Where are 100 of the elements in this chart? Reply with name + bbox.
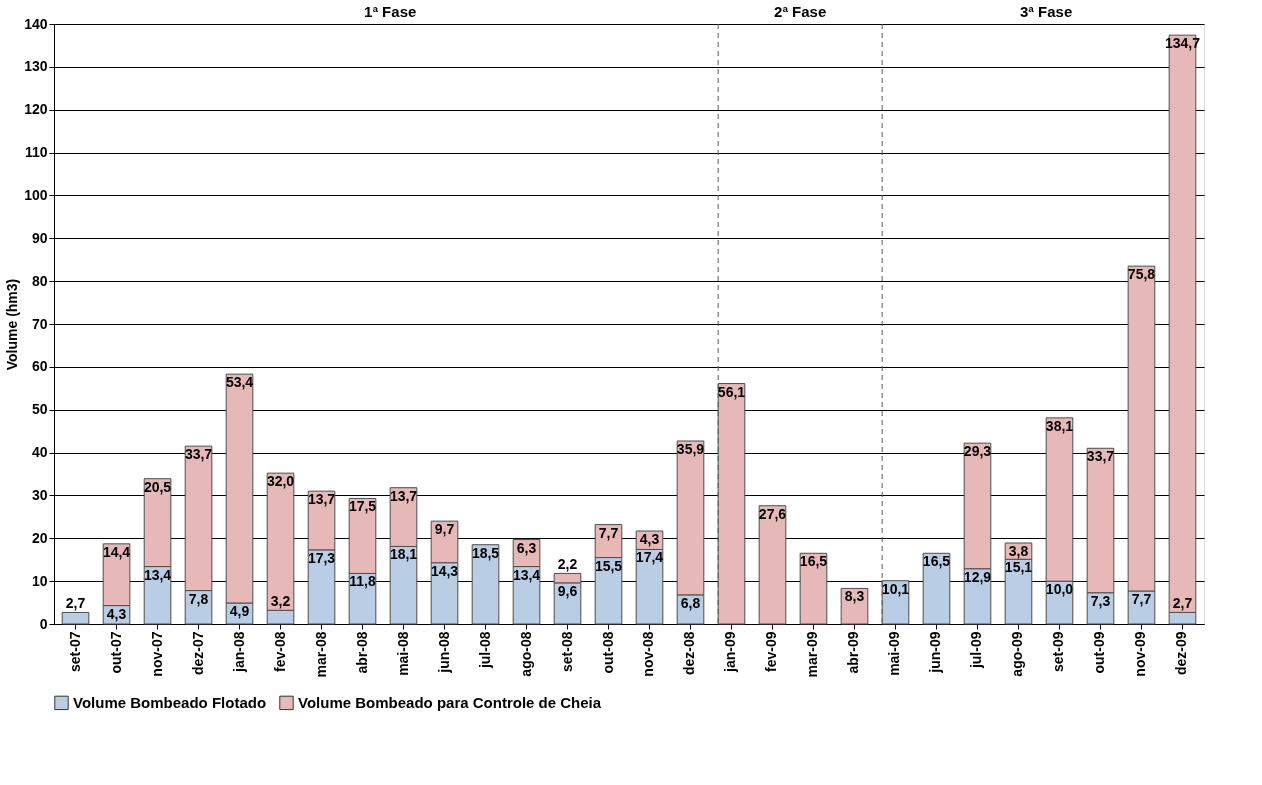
data-label: 53,4 (225, 374, 254, 391)
data-label: 2,7 (65, 595, 86, 612)
x-tick-label: jul-08 (476, 631, 493, 670)
data-label: 14,3 (430, 562, 459, 579)
x-tick-label: mar-08 (312, 631, 329, 678)
data-label: 4,9 (229, 603, 250, 619)
data-label: 7,3 (1090, 592, 1111, 609)
data-label: 75,8 (1127, 266, 1156, 283)
legend-label: Volume Bombeado Flotado (73, 693, 267, 711)
y-tick-label: 30 (31, 486, 48, 503)
data-label: 9,6 (557, 582, 578, 599)
bar (471, 544, 500, 625)
x-tick-label: dez-09 (1173, 631, 1190, 676)
data-label: 13,4 (512, 566, 541, 583)
data-label: 33,7 (184, 446, 213, 463)
legend-label: Volume Bombeado para Controle de Cheia (298, 693, 602, 711)
data-label: 32,0 (266, 473, 295, 490)
data-label: 11,8 (349, 573, 376, 590)
data-label: 134,7 (1164, 35, 1201, 52)
data-label: 13,4 (143, 566, 172, 583)
data-label: 7,8 (188, 590, 209, 607)
text: 1ª Fase (364, 3, 417, 20)
data-label: 6,3 (516, 539, 537, 556)
data-label: 2,7 (1172, 595, 1193, 612)
x-tick-label: jan-09 (722, 631, 739, 673)
data-label: 18,5 (471, 544, 500, 561)
y-tick-label: 50 (31, 401, 48, 418)
bar (61, 611, 90, 625)
bar (758, 505, 787, 625)
data-label: 12,9 (963, 568, 992, 585)
data-label: 16,5 (799, 553, 828, 570)
data-label: 7,7 (598, 524, 619, 541)
x-tick-label: ago-08 (517, 631, 534, 677)
y-tick-label: 90 (31, 229, 48, 246)
x-tick-label: out-09 (1091, 631, 1108, 674)
data-label: 29,3 (963, 443, 992, 460)
data-label: 7,7 (1131, 591, 1152, 607)
data-label: 16,5 (922, 553, 951, 570)
data-label: 6,8 (680, 594, 701, 611)
data-label: 38,1 (1045, 417, 1074, 434)
data-label: 15,1 (1004, 559, 1033, 576)
y-tick-label: 40 (31, 444, 48, 461)
data-label: 4,3 (639, 531, 660, 547)
data-label: 2,2 (557, 556, 578, 573)
y-axis-title: Volume (hm3) (4, 278, 21, 371)
y-tick-label: 20 (31, 529, 48, 546)
x-tick-label: nov-09 (1132, 631, 1149, 677)
data-label: 56,1 (717, 383, 746, 400)
y-tick-label: 100 (24, 186, 48, 203)
data-label: 27,6 (758, 505, 787, 522)
x-tick-label: nov-08 (640, 631, 657, 677)
x-tick-label: jun-08 (435, 631, 452, 674)
y-tick-label: 110 (24, 144, 48, 161)
x-tick-label: dez-08 (681, 631, 698, 676)
x-tick-label: mai-08 (394, 631, 411, 676)
text: 2ª Fase (774, 3, 827, 20)
x-tick-label: fev-09 (763, 631, 780, 672)
x-tick-label: out-08 (599, 631, 616, 674)
data-label: 8,3 (844, 588, 865, 605)
x-tick-label: ago-09 (1009, 631, 1026, 677)
x-tick-label: set-07 (66, 631, 83, 672)
data-label: 18,1 (389, 546, 418, 563)
y-tick-label: 0 (39, 615, 48, 632)
y-tick-label: 130 (24, 58, 48, 75)
data-label: 3,8 (1008, 543, 1029, 559)
data-label: 33,7 (1086, 448, 1115, 465)
y-tick-label: 10 (31, 572, 48, 589)
data-label: 35,9 (676, 441, 705, 457)
x-tick-label: dez-07 (189, 631, 206, 676)
x-tick-label: jun-09 (927, 631, 944, 674)
data-label: 13,7 (389, 487, 418, 504)
x-tick-label: fev-08 (271, 631, 288, 672)
x-tick-label: jul-09 (968, 631, 985, 670)
data-label: 17,5 (348, 498, 377, 515)
y-tick-label: 120 (24, 101, 48, 118)
data-label: 20,5 (143, 478, 172, 495)
data-label: 3,2 (270, 593, 291, 610)
x-tick-label: set-08 (558, 631, 575, 672)
data-label: 14,4 (102, 543, 131, 560)
data-label: 17,4 (635, 549, 664, 566)
x-tick-label: abr-09 (845, 631, 862, 674)
data-label: 10,1 (881, 580, 910, 597)
y-tick-label: 140 (24, 15, 48, 32)
x-tick-label: mai-09 (886, 631, 903, 676)
y-tick-label: 70 (31, 315, 48, 332)
text: 3ª Fase (1020, 3, 1073, 20)
x-tick-label: set-09 (1050, 631, 1067, 672)
data-label: 17,3 (307, 549, 336, 566)
x-tick-label: nov-07 (148, 631, 165, 677)
data-label: 13,7 (307, 491, 336, 508)
x-tick-label: mar-09 (804, 631, 821, 678)
x-tick-label: out-07 (107, 631, 124, 674)
data-label: 9,7 (434, 521, 455, 538)
data-label: 4,3 (106, 605, 127, 622)
data-label: 15,5 (594, 557, 623, 574)
data-label: 10,0 (1045, 581, 1074, 598)
x-tick-label: jan-08 (230, 631, 247, 673)
y-tick-label: 60 (31, 358, 48, 375)
y-tick-label: 80 (31, 272, 48, 289)
x-tick-label: abr-08 (353, 631, 370, 674)
